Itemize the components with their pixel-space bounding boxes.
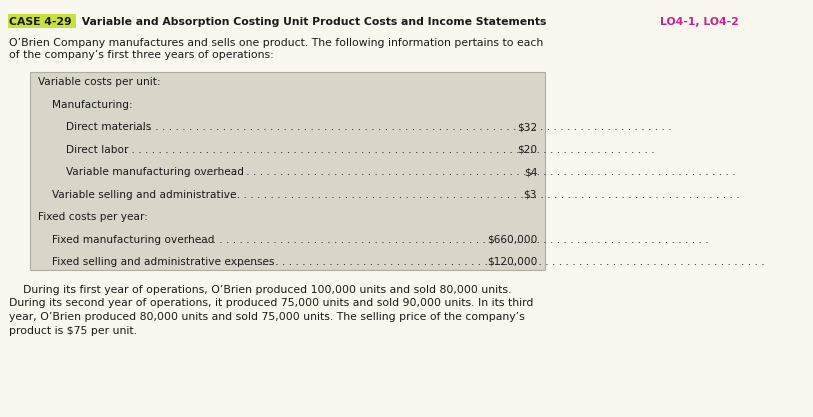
Text: of the company’s first three years of operations:: of the company’s first three years of op… — [9, 50, 274, 60]
Text: During its first year of operations, O’Brien produced 100,000 units and sold 80,: During its first year of operations, O’B… — [9, 285, 511, 295]
Text: $120,000: $120,000 — [487, 257, 537, 267]
Text: $660,000: $660,000 — [487, 234, 537, 244]
Text: $3: $3 — [524, 189, 537, 199]
Text: Fixed manufacturing overhead: Fixed manufacturing overhead — [52, 234, 215, 244]
Text: Variable costs per unit:: Variable costs per unit: — [38, 77, 161, 87]
Text: Manufacturing:: Manufacturing: — [52, 100, 133, 110]
Text: . . . . . . . . . . . . . . . . . . . . . . . . . . . . . . . . . . . . . . . . : . . . . . . . . . . . . . . . . . . . . … — [118, 145, 658, 155]
Text: $32: $32 — [517, 122, 537, 132]
Text: Direct labor: Direct labor — [66, 145, 128, 155]
Text: $4: $4 — [524, 167, 537, 177]
Text: . . . . . . . . . . . . . . . . . . . . . . . . . . . . . . . . . . . . . . . . : . . . . . . . . . . . . . . . . . . . . … — [199, 167, 739, 177]
Text: year, O’Brien produced 80,000 units and sold 75,000 units. The selling price of : year, O’Brien produced 80,000 units and … — [9, 312, 524, 322]
Text: Fixed selling and administrative expenses: Fixed selling and administrative expense… — [52, 257, 275, 267]
Text: Variable selling and administrative: Variable selling and administrative — [52, 189, 237, 199]
Text: Direct materials: Direct materials — [66, 122, 151, 132]
Text: . . . . . . . . . . . . . . . . . . . . . . . . . . . . . . . . . . . . . . . . : . . . . . . . . . . . . . . . . . . . . … — [135, 122, 675, 132]
Text: $20: $20 — [517, 145, 537, 155]
Bar — [30, 72, 545, 270]
Text: O’Brien Company manufactures and sells one product. The following information pe: O’Brien Company manufactures and sells o… — [9, 38, 543, 48]
Text: Variable manufacturing overhead: Variable manufacturing overhead — [66, 167, 244, 177]
Text: product is $75 per unit.: product is $75 per unit. — [9, 326, 137, 336]
Bar — [8, 14, 76, 28]
Text: Variable and Absorption Costing Unit Product Costs and Income Statements: Variable and Absorption Costing Unit Pro… — [78, 17, 550, 27]
Text: CASE 4-29: CASE 4-29 — [9, 17, 72, 27]
Text: . . . . . . . . . . . . . . . . . . . . . . . . . . . . . . . . . . . . . . . . : . . . . . . . . . . . . . . . . . . . . … — [172, 234, 712, 244]
Text: During its second year of operations, it produced 75,000 units and sold 90,000 u: During its second year of operations, it… — [9, 299, 533, 309]
Text: Fixed costs per year:: Fixed costs per year: — [38, 212, 148, 222]
Text: . . . . . . . . . . . . . . . . . . . . . . . . . . . . . . . . . . . . . . . . : . . . . . . . . . . . . . . . . . . . . … — [228, 257, 768, 267]
Text: LO4-1, LO4-2: LO4-1, LO4-2 — [660, 17, 739, 27]
Text: . . . . . . . . . . . . . . . . . . . . . . . . . . . . . . . . . . . . . . . . : . . . . . . . . . . . . . . . . . . . . … — [202, 189, 742, 199]
